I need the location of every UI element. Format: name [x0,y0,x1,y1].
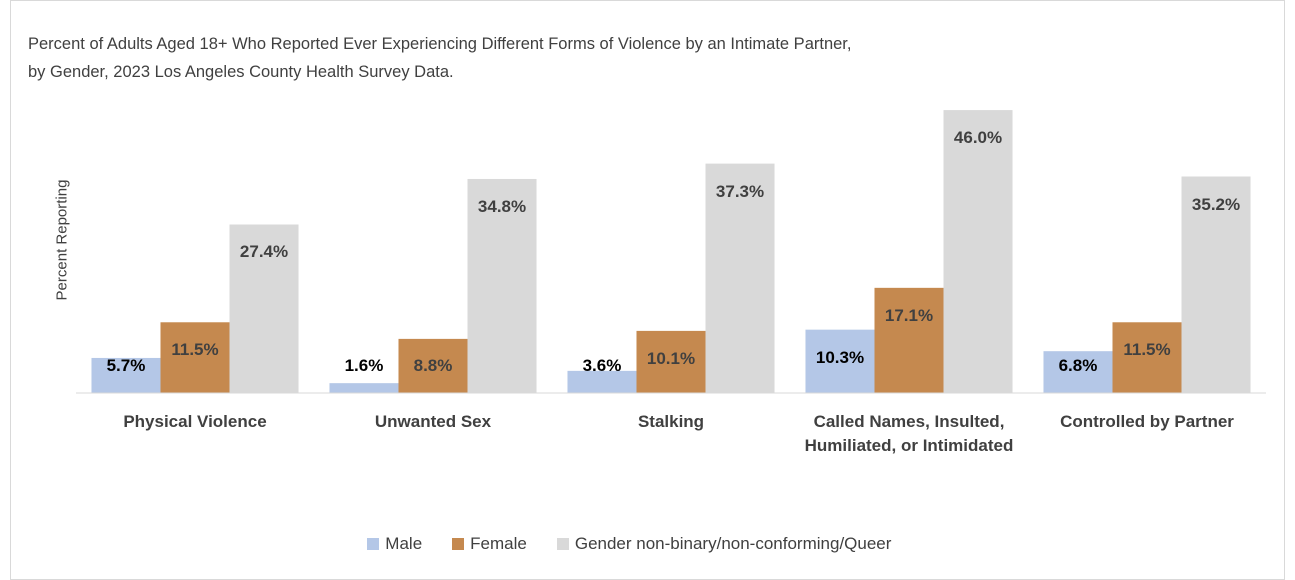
bar [467,178,537,393]
data-label: 5.7% [106,356,146,375]
legend-item: Gender non-binary/non-conforming/Queer [556,534,892,554]
data-label: 6.8% [1058,356,1098,375]
bar [943,110,1013,393]
data-label: 11.5% [1123,340,1171,360]
chart-border [10,0,1285,580]
data-label: 1.6% [344,356,384,375]
bar [1112,322,1182,393]
data-label: 10.3% [815,347,865,367]
legend-label: Male [385,534,423,553]
legend-item: Male [367,534,422,554]
data-label: 37.3% [715,181,765,201]
data-label: 34.8% [477,196,527,216]
legend-swatch [452,538,465,550]
y-axis-label: Percent Reporting [53,179,71,301]
legend-label: Female [470,534,527,553]
bar [1043,351,1113,393]
bar [329,383,399,393]
legend-swatch [556,538,569,550]
x-tick-label: Unwanted Sex [374,412,492,431]
legend-item: Female [452,534,527,554]
bar [705,163,775,393]
x-tick-label: Stalking [637,412,705,431]
x-tick-label: Controlled by Partner [1060,412,1234,431]
legend-swatch [367,538,380,550]
data-label: 27.4% [239,242,289,262]
data-label: 17.1% [884,305,934,325]
bar [91,357,161,393]
data-label: 35.2% [1191,194,1241,214]
bar [398,338,468,393]
bar [160,322,230,393]
data-label: 8.8% [413,356,453,375]
bar [567,370,637,393]
data-label: 3.6% [582,356,622,375]
bar [636,330,706,393]
x-tick-label: Called Names, Insulted, Humiliated, or I… [804,412,1014,455]
chart-title: Percent of Adults Aged 18+ Who Reported … [28,35,852,81]
bar [1181,176,1251,393]
legend-label: Gender non-binary/non-conforming/Queer [574,534,892,553]
data-label: 46.0% [953,128,1003,148]
bar [229,224,299,393]
bar [874,287,944,393]
data-label: 11.5% [171,340,219,360]
x-tick-label: Physical Violence [123,412,267,431]
data-label: 10.1% [646,348,696,368]
bar [805,329,875,393]
